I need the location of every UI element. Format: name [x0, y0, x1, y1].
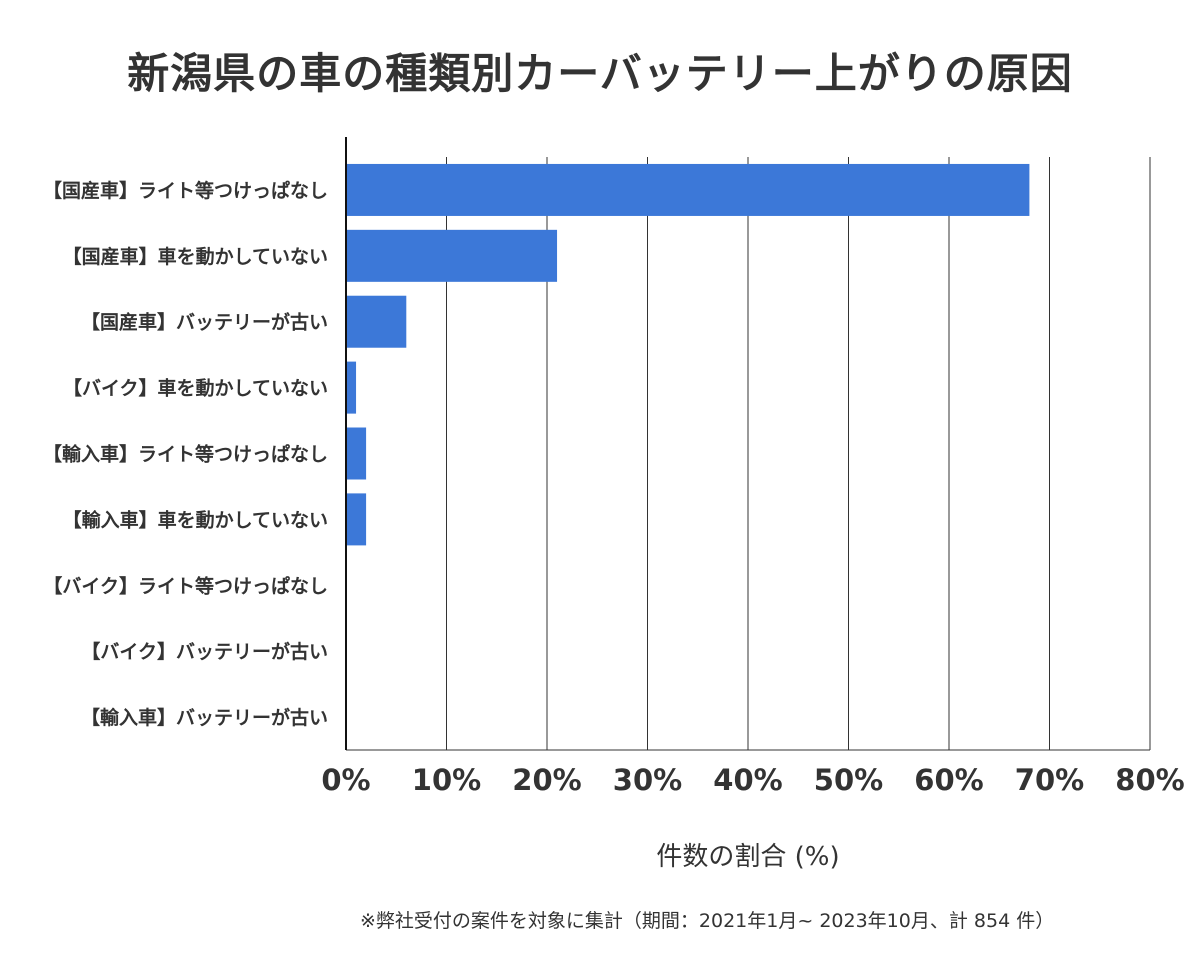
x-tick-label: 10%	[412, 763, 481, 797]
x-tick-label: 30%	[613, 763, 682, 797]
bar	[346, 295, 407, 348]
x-tick-label: 0%	[321, 763, 370, 797]
category-label: 【バイク】ライト等つけっぱなし	[43, 574, 328, 597]
x-tick-label: 80%	[1115, 763, 1184, 797]
category-label: 【国産車】ライト等つけっぱなし	[43, 179, 328, 202]
category-label: 【バイク】バッテリーが古い	[81, 640, 328, 663]
bar	[346, 361, 357, 414]
x-tick-label: 20%	[512, 763, 581, 797]
x-tick-label: 40%	[713, 763, 782, 797]
x-axis-label: 件数の割合 (%)	[656, 842, 840, 872]
bar	[346, 163, 1030, 216]
category-label: 【輸入車】バッテリーが古い	[81, 706, 328, 729]
x-tick-label: 70%	[1015, 763, 1084, 797]
chart-title: 新潟県の車の種類別カーバッテリー上がりの原因	[127, 49, 1073, 98]
bar	[346, 493, 367, 546]
bar	[346, 229, 558, 282]
category-label: 【国産車】車を動かしていない	[63, 245, 328, 268]
footnote: ※弊社受付の案件を対象に集計（期間：2021年1月~ 2023年10月、計 85…	[360, 910, 1055, 932]
category-label: 【バイク】車を動かしていない	[63, 377, 328, 400]
bar	[346, 427, 367, 480]
x-tick-label: 60%	[914, 763, 983, 797]
category-label: 【輸入車】ライト等つけっぱなし	[43, 443, 328, 466]
category-label: 【国産車】バッテリーが古い	[81, 311, 328, 334]
x-tick-label: 50%	[814, 763, 883, 797]
category-label: 【輸入車】車を動かしていない	[63, 508, 328, 531]
